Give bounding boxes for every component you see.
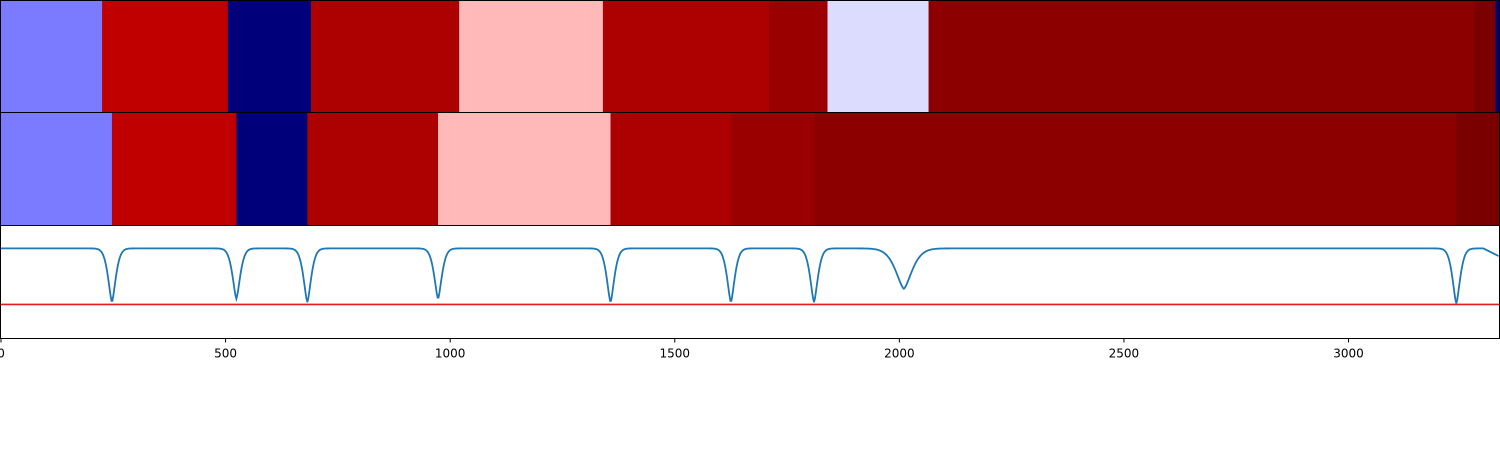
middle-strip-segment-2 [111, 113, 237, 225]
middle-strip-segment-4 [307, 113, 439, 225]
middle-strip-segment-7 [730, 113, 815, 225]
middle-strip-segment-6 [610, 113, 732, 225]
top-strip-segment-6 [602, 1, 770, 112]
top-strip-segment-2 [102, 1, 229, 112]
middle-segment-strip [1, 113, 1500, 225]
top-strip-segment-1 [1, 1, 103, 112]
x-tick-label-3000: 3000 [1333, 347, 1364, 361]
middle-strip-segment-5 [438, 113, 611, 225]
signal-line [1, 247, 1499, 304]
x-tick-label-0: 0 [0, 347, 5, 361]
x-tick-label-1500: 1500 [659, 347, 690, 361]
top-strip-segment-3 [227, 1, 312, 112]
x-tick-label-2000: 2000 [884, 347, 915, 361]
x-tick-label-2500: 2500 [1109, 347, 1140, 361]
top-strip-segment-9 [928, 1, 1475, 112]
middle-strip-segment-3 [236, 113, 308, 225]
middle-strip-segment-1 [1, 113, 113, 225]
top-strip-segment-4 [310, 1, 460, 112]
top-strip-segment-11 [1495, 1, 1500, 112]
x-axis: 0 500 1000 1500 2000 2500 3000 [0, 338, 1364, 361]
top-strip-segment-7 [769, 1, 828, 112]
x-tick-label-1000: 1000 [435, 347, 466, 361]
top-strip-segment-8 [827, 1, 929, 112]
top-strip-segment-5 [459, 1, 604, 112]
panel-frame-3 [0, 225, 1500, 339]
top-segment-strip [1, 1, 1500, 112]
x-tick-label-500: 500 [214, 347, 237, 361]
middle-strip-segment-9 [1456, 113, 1500, 225]
top-strip-segment-10 [1474, 1, 1496, 112]
middle-strip-segment-8 [814, 113, 1457, 225]
signal-panel [1, 247, 1499, 306]
